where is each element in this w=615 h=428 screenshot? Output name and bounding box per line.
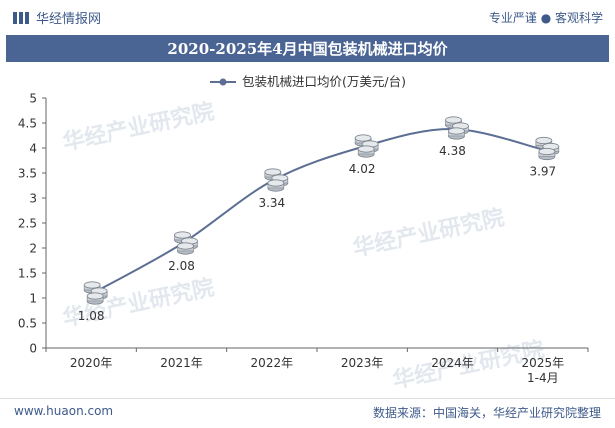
y-tick-label: 5 [29, 92, 37, 106]
tagline: 专业严谨 ● 客观科学 [488, 11, 603, 25]
watermark-text: 华经产业研究院 [61, 98, 217, 155]
legend-label: 包装机械进口均价(万美元/台) [242, 74, 406, 89]
y-tick-label: 3 [29, 192, 37, 206]
y-tick-label: 2.5 [18, 217, 37, 231]
y-tick-label: 1 [29, 292, 37, 306]
y-tick-label: 4.5 [18, 117, 37, 131]
title-bar: 2020-2025年4月中国包装机械进口均价 [6, 35, 609, 62]
y-tick-label: 0.5 [18, 317, 37, 331]
top-bar: 华经情报网 专业严谨 ● 客观科学 [0, 0, 615, 34]
data-label: 4.02 [349, 162, 376, 176]
watermark-text: 华经产业研究院 [351, 204, 507, 261]
x-tick-label: 2020年 [70, 356, 113, 370]
brand: 华经情报网 [12, 8, 101, 27]
data-label: 3.34 [258, 196, 285, 210]
y-tick-label: 3.5 [18, 167, 37, 181]
legend: 包装机械进口均价(万美元/台) [210, 74, 406, 89]
data-point-marker-icon [354, 134, 379, 158]
x-tick-label: 2022年 [251, 356, 294, 370]
data-label: 4.38 [439, 144, 466, 158]
footer-source: 数据来源：中国海关，华经产业研究院整理 [372, 406, 601, 420]
y-tick-label: 4 [29, 142, 37, 156]
chart-title: 2020-2025年4月中国包装机械进口均价 [167, 40, 448, 58]
watermark-text: 华经产业研究院 [61, 274, 217, 331]
y-tick-label: 2 [29, 242, 37, 256]
x-tick-label: 2023年 [341, 356, 384, 370]
footer: www.huaon.com 数据来源：中国海关，华经产业研究院整理 [0, 398, 615, 428]
data-label: 3.97 [529, 165, 556, 179]
data-point-marker-icon [174, 231, 198, 255]
data-point-marker-icon [83, 281, 108, 305]
data-label: 1.08 [78, 309, 105, 323]
y-tick-label: 0 [29, 342, 37, 356]
data-point-marker-icon [264, 168, 289, 192]
axes: 0 0.5 1 1.5 2 2.5 3 3.5 4 4.5 5 2020年 2021年 2022年 2023… [18, 92, 589, 385]
data-point-marker-icon [445, 116, 469, 140]
brand-name: 华经情报网 [36, 12, 102, 27]
data-label: 2.08 [168, 259, 195, 273]
series: 1.08 2.08 3.34 4.02 4.38 3.97 [78, 116, 560, 323]
footer-website: www.huaon.com [14, 404, 114, 418]
x-tick-label: 2021年 [160, 356, 203, 370]
data-point-marker-icon [535, 136, 560, 161]
x-tick-label: 2024年 [431, 356, 474, 370]
brand-logo-icon [13, 11, 29, 24]
y-tick-label: 1.5 [18, 267, 37, 281]
legend-marker-icon [219, 78, 227, 86]
x-tick-label: 2025年 1-4月 [522, 356, 565, 385]
